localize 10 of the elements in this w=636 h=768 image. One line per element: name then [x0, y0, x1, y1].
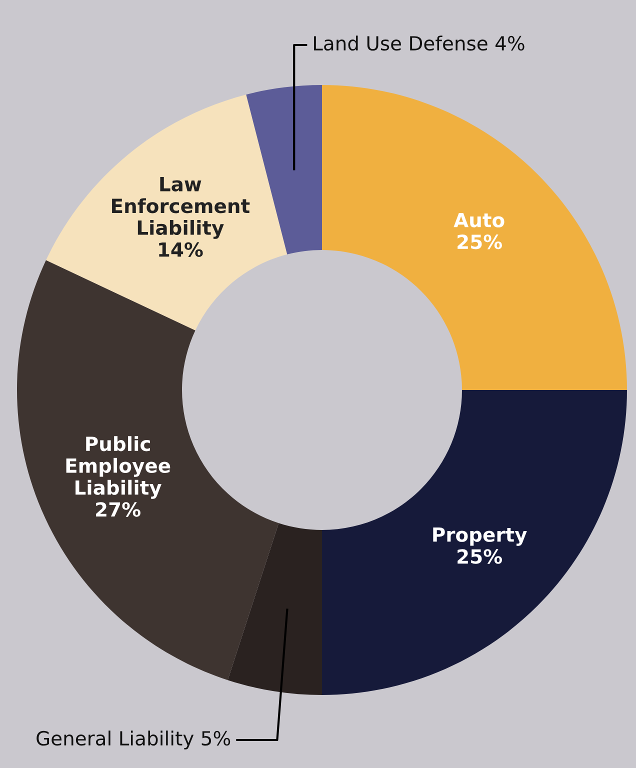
slice-label: Law Enforcement Liability — [112, 177, 250, 239]
data-label: 25% — [458, 549, 502, 564]
slice-label: Public Employee Liability — [66, 436, 170, 499]
slice-label: Property — [433, 527, 527, 546]
data-label: 25% — [458, 234, 502, 250]
data-label: 14% — [159, 242, 203, 257]
slice-label: General Liability 5% — [36, 730, 230, 750]
slice-label: Land Use Defense 4% — [314, 36, 524, 51]
slice-label: Auto — [454, 212, 504, 228]
data-label: 27% — [96, 502, 140, 517]
